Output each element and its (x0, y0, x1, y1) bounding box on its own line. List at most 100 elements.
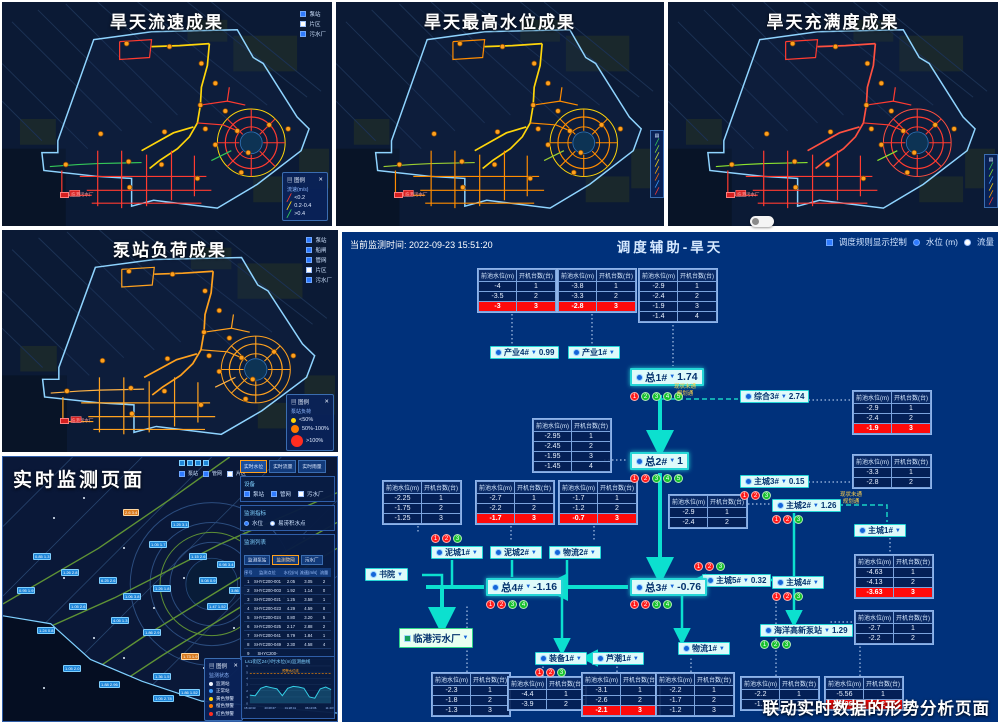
pump-station-node[interactable]: 书院 ▼ (365, 568, 408, 581)
pump-station-node[interactable]: 临港污水厂 ▼ (399, 628, 474, 648)
table-row[interactable]: 3 SHYC200-021 1.25 3.58 1 (244, 594, 331, 604)
list-filter-button[interactable]: 污水厂 (300, 554, 323, 565)
unit-status-dot[interactable]: 3 (794, 515, 803, 524)
unit-status-dot[interactable]: 5 (674, 474, 683, 483)
list-filter-button[interactable]: 监测管网 (272, 554, 299, 565)
unit-status-dot[interactable]: 2 (771, 640, 780, 649)
pump-station-node[interactable]: 物流1# ▼ (678, 642, 730, 655)
station-chip[interactable]: 1.86 1.52 (179, 689, 200, 696)
pump-station-node[interactable]: 海洋高新泵站 ▼ 1.29 (760, 624, 853, 637)
station-chip[interactable]: 0.98 3.4 (217, 561, 236, 568)
unit-status-dot[interactable]: 1 (431, 534, 440, 543)
unit-status-dot[interactable]: 2 (641, 600, 650, 609)
unit-status-dot[interactable]: 2 (546, 668, 555, 677)
station-chip[interactable]: 1.47 1.52 (207, 603, 228, 610)
table-row[interactable]: 5 SHYC200-024 0.80 3.20 5 (244, 612, 331, 622)
station-chip[interactable]: 0.95 1.9 (17, 587, 36, 594)
legend-close-icon[interactable]: ✕ (324, 399, 329, 405)
station-chip[interactable]: 1.86 2.9 (143, 629, 162, 636)
layer-checkbox[interactable] (179, 470, 185, 477)
legend-close-icon[interactable]: ✕ (233, 663, 238, 669)
unit-status-dot[interactable]: 1 (760, 640, 769, 649)
table-row[interactable]: 4 SHYC200-023 4.29 4.59 8 (244, 603, 331, 613)
layer-checkbox[interactable] (306, 267, 313, 273)
unit-status-dot[interactable]: 2 (641, 392, 650, 401)
indicator-radio[interactable] (270, 520, 276, 526)
flow-radio[interactable] (963, 238, 971, 246)
legend-close-icon[interactable]: ✕ (318, 177, 323, 183)
rule-display-toggle[interactable] (750, 216, 774, 227)
layer-checkbox[interactable] (203, 470, 210, 477)
layers-icon[interactable] (179, 460, 185, 466)
table-row[interactable]: 7 SHYC200-041 0.79 1.84 1 (244, 630, 331, 640)
layer-checkbox[interactable] (227, 470, 234, 477)
pump-station-node[interactable]: 主城5# ▼ 0.32 (702, 574, 772, 587)
unit-status-dot[interactable]: 3 (453, 534, 462, 543)
layer-checkbox[interactable] (306, 257, 313, 263)
pump-station-node[interactable]: 主城2# ▼ 1.26 (772, 499, 842, 512)
unit-status-dot[interactable]: 3 (782, 640, 791, 649)
unit-status-dot[interactable]: 3 (508, 600, 517, 609)
pump-station-node[interactable]: 泥城1# ▼ (431, 546, 483, 559)
unit-status-dot[interactable]: 1 (535, 668, 544, 677)
pump-station-node[interactable]: 装备1# ▼ (535, 652, 587, 665)
pump-station-node[interactable]: 主城3# ▼ 0.15 (740, 475, 810, 488)
layer-checkbox[interactable] (300, 11, 307, 17)
station-chip[interactable]: 0.85 1.3 (33, 553, 52, 560)
pump-station-node[interactable]: 总1# ▼ 1.74 (630, 368, 704, 386)
list-filter-button[interactable]: 监测泵站 (244, 554, 271, 565)
pump-station-node[interactable]: 产业4# ▼ 0.99 (490, 346, 560, 359)
device-checkbox[interactable] (244, 491, 250, 497)
table-row[interactable]: 8 SHYC200-049 2.30 4.58 4 (244, 639, 331, 649)
station-chip[interactable]: 1.05 2.6 (69, 603, 88, 610)
map-canvas[interactable] (336, 2, 664, 226)
unit-status-dot[interactable]: 1 (694, 562, 703, 571)
water-level-radio[interactable] (912, 238, 920, 246)
unit-status-dot[interactable]: 2 (783, 592, 792, 601)
indicator-radio[interactable] (244, 520, 249, 526)
layer-checkbox[interactable] (306, 277, 313, 283)
layer-checkbox[interactable] (306, 247, 313, 253)
unit-status-dot[interactable]: 1 (772, 515, 781, 524)
unit-status-dot[interactable]: 2 (783, 515, 792, 524)
unit-status-dot[interactable]: 4 (519, 600, 528, 609)
pump-station-node[interactable]: 泥城2# ▼ (490, 546, 542, 559)
table-row[interactable]: 6 SHYC200-025 2.17 2.88 2 (244, 621, 331, 631)
layer-checkbox[interactable] (306, 237, 313, 243)
pump-station-node[interactable]: 产业1# ▼ (568, 346, 620, 359)
pump-station-node[interactable]: 主城4# ▼ (772, 576, 824, 589)
unit-status-dot[interactable]: 4 (663, 392, 672, 401)
unit-status-dot[interactable]: 3 (762, 491, 771, 500)
pump-station-node[interactable]: 芦潮1# ▼ (592, 652, 644, 665)
station-chip[interactable]: 1.36 1.5 (153, 673, 172, 680)
unit-status-dot[interactable]: 1 (630, 600, 639, 609)
rule-display-checkbox[interactable] (825, 238, 833, 246)
unit-status-dot[interactable]: 3 (652, 600, 661, 609)
unit-status-dot[interactable]: 2 (751, 491, 760, 500)
pump-station-node[interactable]: 综合3# ▼ 2.74 (740, 390, 810, 403)
measure-icon[interactable] (187, 460, 193, 466)
station-chip[interactable]: 1.25 3.1 (171, 521, 190, 528)
layer-checkbox[interactable] (300, 31, 307, 37)
unit-status-dot[interactable]: 1 (772, 592, 781, 601)
pump-station-node[interactable]: 总4# ▼ -1.16 (486, 578, 564, 596)
unit-status-dot[interactable]: 3 (652, 392, 661, 401)
sidebar-tab[interactable]: 实时流量 (269, 460, 297, 473)
pump-station-node[interactable]: 物流2# ▼ (549, 546, 601, 559)
unit-status-dot[interactable]: 2 (641, 474, 650, 483)
station-chip[interactable]: 1.88 2.96 (99, 681, 120, 688)
station-chip[interactable]: 1.05 1.7 (149, 541, 168, 548)
map-canvas[interactable] (2, 230, 338, 452)
station-chip[interactable]: 1.26 2.8 (61, 569, 80, 576)
station-chip[interactable]: 1.06 3.8 (123, 593, 142, 600)
station-chip[interactable]: 2.6 3.4 (123, 509, 140, 516)
layer-checkbox[interactable] (300, 21, 307, 27)
sidebar-tab[interactable]: 实时水位 (240, 460, 268, 473)
station-chip[interactable]: 1.05 2.78 (153, 695, 174, 702)
unit-status-dot[interactable]: 4 (663, 600, 672, 609)
table-row[interactable]: 2 SHYC200-003 1.92 1.14 0 (244, 585, 331, 595)
locate-icon[interactable] (195, 460, 201, 466)
station-chip[interactable]: 6.25 2.6 (99, 577, 118, 584)
unit-status-dot[interactable]: 4 (663, 474, 672, 483)
unit-status-dot[interactable]: 3 (557, 668, 566, 677)
